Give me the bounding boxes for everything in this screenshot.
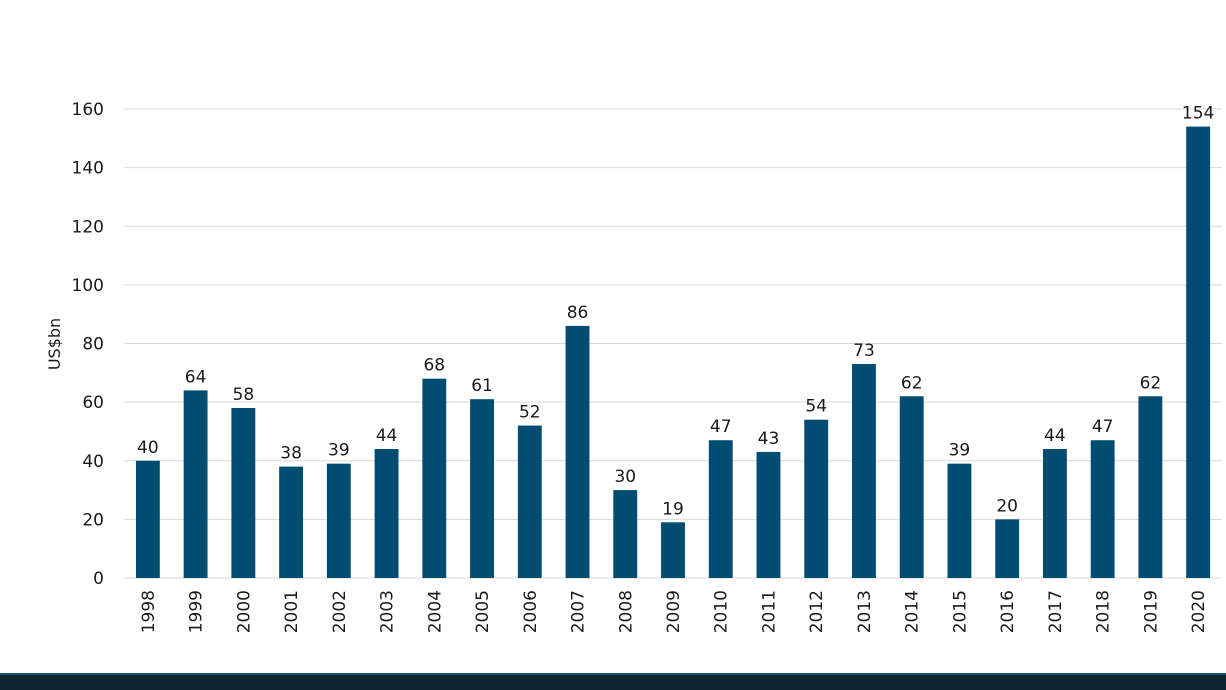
y-tick-label: 140: [72, 159, 104, 179]
bar-2000: [231, 407, 256, 578]
gridlines: [124, 108, 1222, 579]
bar-1998: [135, 460, 160, 578]
x-category-label: 2013: [855, 590, 875, 633]
x-category-label: 2008: [616, 590, 636, 633]
data-label-2006: 52: [519, 403, 541, 423]
data-label-2014: 62: [901, 373, 923, 393]
y-axis-label: US$bn: [45, 318, 64, 370]
x-category-label: 2011: [759, 590, 779, 633]
x-category-label: 2006: [521, 590, 541, 633]
bar-2006: [517, 425, 542, 578]
data-label-2018: 47: [1092, 417, 1114, 437]
bar-2008: [613, 490, 638, 578]
x-category-label: 2002: [330, 590, 350, 633]
x-category-label: 2012: [807, 590, 827, 633]
x-category-label: 2014: [903, 590, 923, 633]
x-category-label: 2004: [425, 590, 445, 633]
bar-2015: [947, 463, 972, 578]
bar-2019: [1138, 396, 1163, 578]
bar-2003: [374, 449, 399, 578]
data-label-2019: 62: [1140, 373, 1162, 393]
data-label-1999: 64: [185, 367, 207, 387]
x-category-label: 1999: [187, 590, 207, 633]
data-label-2001: 38: [280, 444, 302, 464]
y-axis-ticks: 0 20 40 60 80 100 120 140 160: [72, 100, 104, 589]
x-category-label: 2020: [1189, 590, 1209, 633]
x-category-label: 2016: [998, 590, 1018, 633]
x-category-label: 1998: [139, 590, 159, 633]
data-label-2000: 58: [233, 385, 255, 405]
x-category-label: 2010: [712, 590, 732, 633]
data-label-2016: 20: [996, 496, 1018, 516]
x-category-label: 2000: [234, 590, 254, 633]
x-category-label: 2018: [1094, 590, 1114, 633]
data-labels: 40 64 58 38 39 44 68 61 52 86 30 19 47 43 54 73 62 39 20 44…: [137, 104, 1214, 520]
bar-2014: [899, 396, 924, 578]
data-label-2017: 44: [1044, 426, 1066, 446]
bar-2009: [661, 522, 685, 578]
bar-2001: [279, 466, 304, 578]
y-tick-label: 120: [72, 217, 104, 237]
data-label-2013: 73: [853, 341, 875, 361]
data-label-2005: 61: [471, 376, 493, 396]
bars: [135, 126, 1211, 579]
data-label-1998: 40: [137, 438, 159, 458]
y-tick-label: 0: [93, 569, 104, 589]
bar-1999: [183, 390, 208, 578]
data-label-2011: 43: [758, 429, 780, 449]
bar-2005: [470, 399, 494, 578]
x-category-label: 2017: [1046, 590, 1066, 633]
y-tick-label: 60: [82, 393, 104, 413]
bar-2004: [422, 378, 447, 578]
bar-2011: [756, 451, 781, 578]
bar-2013: [852, 364, 876, 578]
bar-2020: [1186, 126, 1211, 579]
data-label-2008: 30: [614, 467, 636, 487]
data-label-2002: 39: [328, 441, 350, 461]
y-tick-label: 80: [82, 335, 104, 355]
data-label-2004: 68: [423, 356, 445, 376]
y-tick-label: 20: [82, 510, 104, 530]
y-tick-label: 160: [72, 100, 104, 120]
data-label-2007: 86: [567, 303, 589, 323]
x-category-label: 2003: [378, 590, 398, 633]
data-label-2020: 154: [1182, 104, 1214, 124]
bar-2010: [708, 440, 733, 578]
x-category-label: 2007: [569, 590, 589, 633]
bar-2002: [326, 463, 351, 578]
data-label-2015: 39: [949, 441, 971, 461]
data-label-2010: 47: [710, 417, 732, 437]
x-axis-categories: 1998 1999 2000 2001 2002 2003 2004 2005 2006 2007…: [139, 590, 1209, 633]
x-category-label: 2015: [950, 590, 970, 633]
y-tick-label: 40: [82, 452, 104, 472]
x-category-label: 2019: [1141, 590, 1161, 633]
bar-2012: [804, 419, 829, 578]
footer-bar: [0, 673, 1226, 690]
bar-2018: [1090, 440, 1115, 578]
bar-2016: [995, 519, 1020, 578]
x-category-label: 2009: [664, 590, 684, 633]
bar-2007: [565, 325, 590, 578]
y-tick-label: 100: [72, 276, 104, 296]
x-category-label: 2005: [473, 590, 493, 633]
data-label-2009: 19: [662, 499, 684, 519]
data-label-2012: 54: [805, 397, 827, 417]
x-category-label: 2001: [282, 590, 302, 633]
bar-2017: [1042, 449, 1067, 578]
data-label-2003: 44: [376, 426, 398, 446]
